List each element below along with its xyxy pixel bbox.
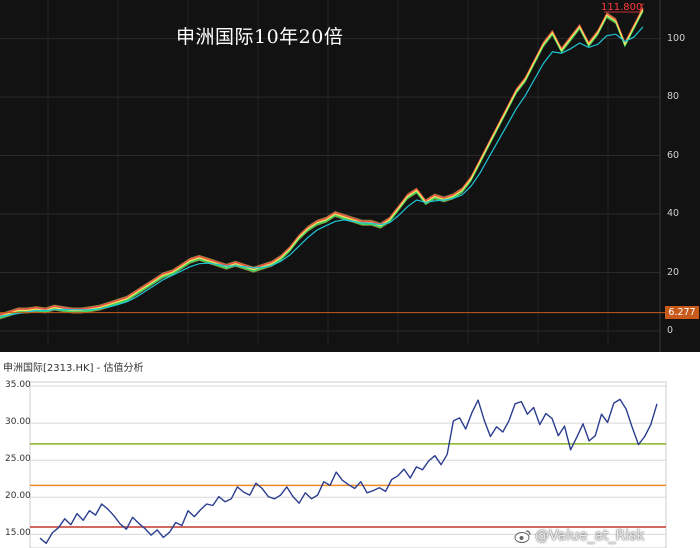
moving-average-line [0, 26, 644, 317]
peak-leader-line [604, 3, 644, 13]
valuation-chart-panel: 申洲国际[2313.HK] - 估值分析 35.00 30.00 25.00 20.0… [0, 352, 700, 548]
valuation-y-tick: 35.00 [5, 380, 31, 390]
price-chart-svg [0, 0, 665, 352]
valuation-y-tick: 25.00 [5, 454, 31, 465]
price-y-tick: 0 [667, 325, 674, 336]
price-high-line [0, 7, 644, 316]
price-low-line [0, 10, 644, 319]
last-price-tag: 6.277 [665, 306, 699, 319]
valuation-series-line [39, 398, 658, 545]
price-y-tick: 40 [667, 208, 680, 220]
valuation-chart-svg [29, 381, 667, 548]
valuation-plot-area [29, 381, 667, 548]
chart-title: 申洲国际10年20倍 [176, 26, 344, 48]
valuation-y-tick: 20.00 [5, 491, 31, 502]
price-y-tick: 100 [667, 32, 686, 44]
price-y-tick: 60 [667, 149, 680, 161]
price-series-line [0, 9, 644, 317]
price-y-tick: 20 [667, 266, 680, 278]
valuation-chart-title: 申洲国际[2313.HK] - 估值分析 [3, 363, 144, 374]
valuation-y-tick: 30.00 [5, 417, 31, 428]
peak-price-label: 111.800 [601, 2, 643, 13]
price-y-tick: 80 [667, 91, 680, 103]
valuation-y-tick: 15.00 [5, 528, 31, 539]
watermark: @Value_at_Risk [535, 528, 645, 544]
price-chart-panel: 申洲国际10年20倍 111.800 6.277 100 80 60 40 20 0 [0, 0, 700, 352]
weibo-icon [514, 530, 531, 543]
